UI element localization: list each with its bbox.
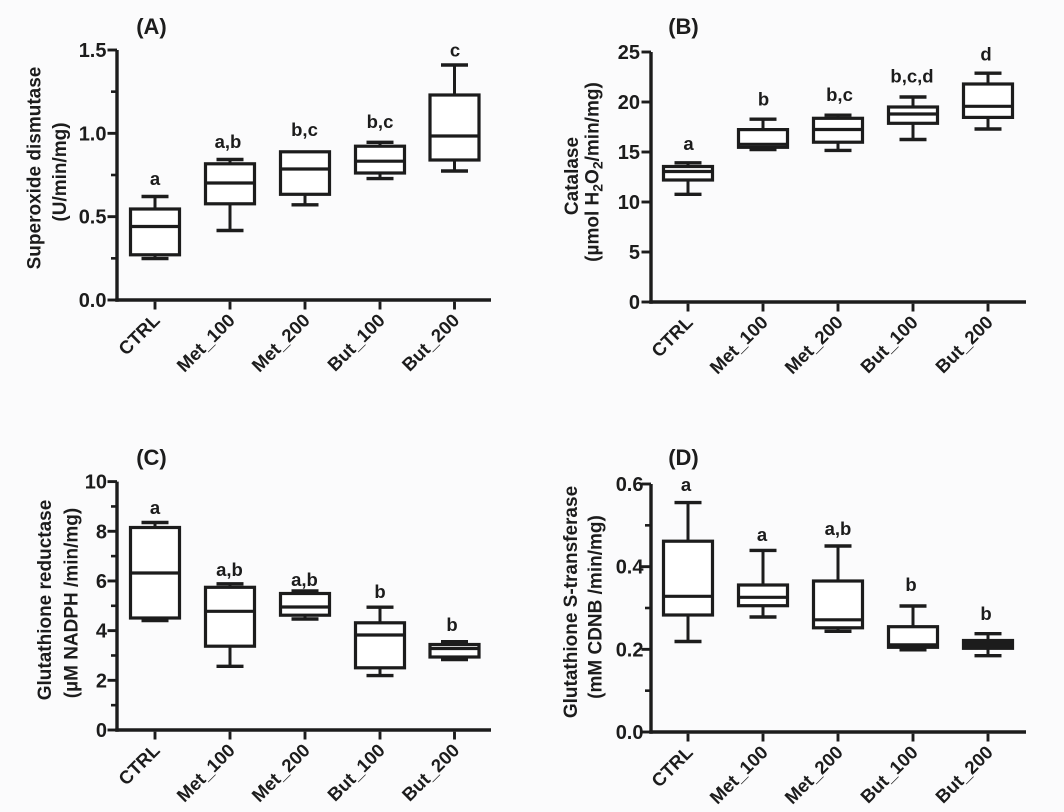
svg-text:a: a [681,474,692,495]
svg-text:2: 2 [96,670,107,692]
svg-text:b,c: b,c [291,119,318,140]
svg-text:10: 10 [85,472,107,494]
svg-text:1.5: 1.5 [79,40,107,62]
svg-text:b,c: b,c [826,84,853,105]
svg-text:8: 8 [96,521,107,543]
svg-text:c: c [450,40,460,61]
svg-text:4: 4 [96,621,108,643]
svg-text:(D): (D) [668,445,699,470]
svg-text:15: 15 [618,142,640,164]
svg-text:b: b [980,603,991,624]
svg-text:0.0: 0.0 [616,722,644,744]
svg-text:0.2: 0.2 [616,639,644,661]
svg-text:a: a [150,168,161,189]
svg-text:Superoxide dismutase: Superoxide dismutase [25,67,46,270]
svg-text:Catalase: Catalase [562,137,583,215]
svg-text:0.4: 0.4 [616,557,645,579]
svg-text:(C): (C) [136,445,167,470]
svg-text:Glutathione reductase: Glutathione reductase [35,500,56,701]
svg-text:(U/min/mg): (U/min/mg) [50,122,71,221]
svg-text:a,b: a,b [291,569,318,590]
svg-text:6: 6 [96,571,107,593]
svg-text:(mM CDNB /min/mg): (mM CDNB /min/mg) [586,515,607,699]
svg-text:b: b [374,581,385,602]
svg-text:a: a [757,524,768,545]
svg-text:b: b [446,614,457,635]
svg-text:a: a [150,497,161,518]
svg-text:b,c: b,c [367,111,394,132]
svg-text:0: 0 [96,720,107,742]
svg-text:0: 0 [629,292,640,314]
svg-text:5: 5 [629,242,640,264]
svg-text:a: a [683,133,694,154]
svg-text:(µM NADPH /min/mg): (µM NADPH /min/mg) [61,508,82,698]
svg-text:Glutathione S-transferase: Glutathione S-transferase [561,486,582,718]
svg-text:(A): (A) [136,14,167,39]
svg-text:20: 20 [618,92,640,114]
svg-text:25: 25 [618,42,640,64]
svg-text:d: d [980,44,991,65]
svg-text:(µmol H2O2/min/mg): (µmol H2O2/min/mg) [583,82,606,262]
svg-text:0.6: 0.6 [616,474,644,496]
svg-text:b: b [905,574,916,595]
svg-text:a,b: a,b [215,131,242,152]
svg-text:10: 10 [618,192,640,214]
svg-text:0.0: 0.0 [79,290,107,312]
svg-text:b: b [758,89,769,110]
svg-text:b,c,d: b,c,d [890,66,933,87]
svg-text:1.0: 1.0 [79,123,107,145]
svg-text:a,b: a,b [216,559,243,580]
svg-text:(B): (B) [668,14,699,39]
svg-text:0.5: 0.5 [79,207,107,229]
svg-text:a,b: a,b [825,518,852,539]
